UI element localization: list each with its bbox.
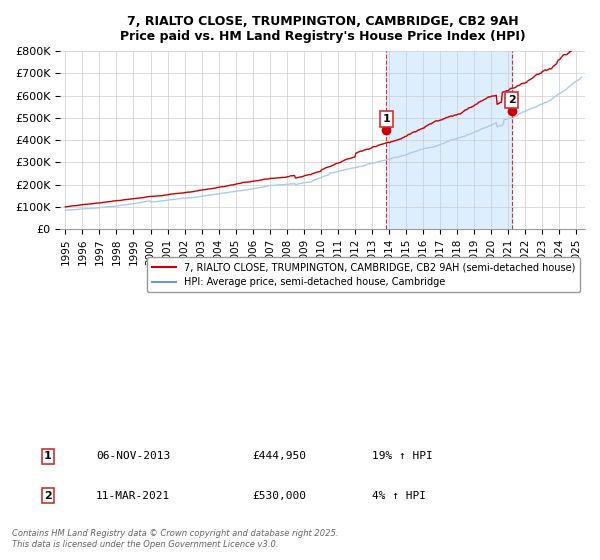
Text: £444,950: £444,950 [252,451,306,461]
Text: £530,000: £530,000 [252,491,306,501]
Text: Contains HM Land Registry data © Crown copyright and database right 2025.
This d: Contains HM Land Registry data © Crown c… [12,529,338,549]
Text: 2: 2 [44,491,52,501]
Text: 06-NOV-2013: 06-NOV-2013 [96,451,170,461]
Text: 4% ↑ HPI: 4% ↑ HPI [372,491,426,501]
Legend: 7, RIALTO CLOSE, TRUMPINGTON, CAMBRIDGE, CB2 9AH (semi-detached house), HPI: Ave: 7, RIALTO CLOSE, TRUMPINGTON, CAMBRIDGE,… [147,258,580,292]
Text: 19% ↑ HPI: 19% ↑ HPI [372,451,433,461]
Bar [386,51,512,229]
Text: 2: 2 [508,95,515,105]
Text: 1: 1 [44,451,52,461]
Title: 7, RIALTO CLOSE, TRUMPINGTON, CAMBRIDGE, CB2 9AH
Price paid vs. HM Land Registry: 7, RIALTO CLOSE, TRUMPINGTON, CAMBRIDGE,… [120,15,526,43]
Text: 1: 1 [383,114,391,124]
Text: 11-MAR-2021: 11-MAR-2021 [96,491,170,501]
